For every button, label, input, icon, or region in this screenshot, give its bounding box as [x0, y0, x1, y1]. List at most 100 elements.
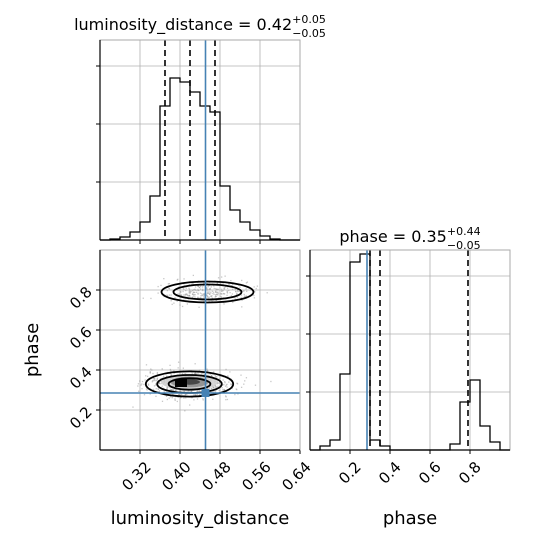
sample-point	[218, 389, 220, 392]
sample-point	[214, 385, 217, 387]
sample-point	[235, 290, 237, 293]
sample-point	[229, 291, 231, 294]
sample-point	[231, 293, 233, 295]
lumdist-hist-ticks	[96, 65, 261, 244]
sample-point	[211, 300, 213, 302]
sample-point	[183, 288, 185, 290]
sample-point	[239, 286, 241, 288]
joint-x-tick-label-4: 0.64	[278, 458, 314, 494]
sample-point	[177, 293, 179, 295]
sample-point	[191, 296, 194, 298]
sample-point	[146, 375, 149, 378]
sample-point	[245, 282, 248, 284]
sample-point	[141, 380, 144, 383]
sample-point	[213, 287, 215, 290]
sample-point	[226, 292, 229, 294]
sample-point	[157, 388, 159, 390]
sample-point	[192, 283, 194, 285]
sample-point	[179, 390, 181, 392]
sample-point	[181, 305, 184, 308]
lumdist-hist-title: luminosity_distance = 0.42+0.05 −0.05	[74, 13, 326, 40]
sample-point	[183, 278, 185, 280]
sample-point	[181, 373, 184, 375]
sample-point	[197, 285, 199, 287]
sample-point	[253, 297, 256, 299]
sample-point	[214, 294, 217, 296]
sample-point	[172, 389, 174, 392]
sample-point	[246, 281, 249, 283]
sample-point	[191, 396, 194, 399]
sample-point	[253, 294, 255, 297]
phase-hist-title: phase = 0.35+0.44 −0.05	[339, 225, 480, 252]
sample-point	[197, 296, 199, 298]
sample-point	[167, 386, 169, 388]
sample-point	[223, 286, 226, 289]
sample-point	[205, 294, 208, 296]
sample-point	[217, 292, 219, 295]
sample-point	[201, 294, 203, 297]
sample-point	[208, 296, 210, 298]
sample-point	[207, 370, 209, 372]
sample-point	[266, 292, 268, 294]
sample-point	[235, 293, 238, 295]
sample-point	[236, 292, 238, 295]
sample-point	[184, 298, 186, 300]
sample-point	[203, 300, 205, 302]
sample-point	[224, 395, 227, 397]
sample-point	[213, 373, 215, 376]
sample-point	[215, 376, 217, 378]
joint-y-tick-label-2: 0.6	[66, 323, 96, 353]
sample-point	[216, 299, 218, 301]
sample-point	[186, 294, 189, 297]
sample-point	[185, 397, 187, 399]
sample-point	[201, 293, 203, 295]
sample-point	[171, 394, 174, 396]
sample-point	[209, 291, 211, 293]
sample-point	[194, 289, 196, 291]
joint-panel: 0.32 0.40 0.48 0.56 0.64 0.2 0.4 0.6 0.8	[66, 249, 315, 494]
sample-point	[176, 400, 178, 403]
sample-point	[213, 293, 215, 295]
contour-mode0-level2	[167, 377, 212, 391]
sample-point	[195, 373, 197, 375]
sample-point	[199, 286, 202, 288]
sample-point	[221, 290, 223, 292]
sample-point	[160, 377, 162, 380]
sample-point	[222, 379, 224, 381]
contour-mode1-level1	[172, 283, 243, 301]
sample-point	[173, 372, 175, 375]
sample-point	[243, 383, 245, 385]
sample-point	[193, 372, 196, 375]
sample-point	[237, 289, 239, 291]
sample-point	[168, 397, 170, 399]
sample-point	[255, 287, 257, 290]
sample-point	[169, 389, 172, 391]
sample-point	[198, 389, 200, 391]
sample-point	[155, 384, 157, 386]
sample-point	[202, 288, 204, 290]
joint-x-tick-label-3: 0.56	[238, 458, 274, 494]
sample-point	[228, 283, 230, 286]
sample-point	[158, 391, 160, 393]
sample-point	[206, 288, 208, 290]
sample-point	[185, 293, 187, 295]
sample-point	[199, 297, 201, 300]
x-axis-label-lumdist: luminosity_distance	[111, 508, 290, 529]
sample-point	[192, 274, 194, 277]
sample-point	[207, 286, 209, 288]
sample-point	[220, 295, 222, 298]
sample-point	[225, 368, 227, 371]
sample-point	[185, 287, 187, 289]
sample-point	[215, 389, 217, 392]
sample-point	[216, 283, 218, 285]
sample-point	[224, 275, 226, 277]
sample-point	[157, 285, 159, 288]
sample-point	[178, 293, 181, 295]
sample-point	[189, 291, 191, 294]
sample-point	[170, 370, 172, 372]
sample-point	[234, 393, 236, 396]
sample-point	[254, 384, 257, 386]
sample-point	[163, 391, 165, 393]
sample-point	[152, 372, 154, 375]
